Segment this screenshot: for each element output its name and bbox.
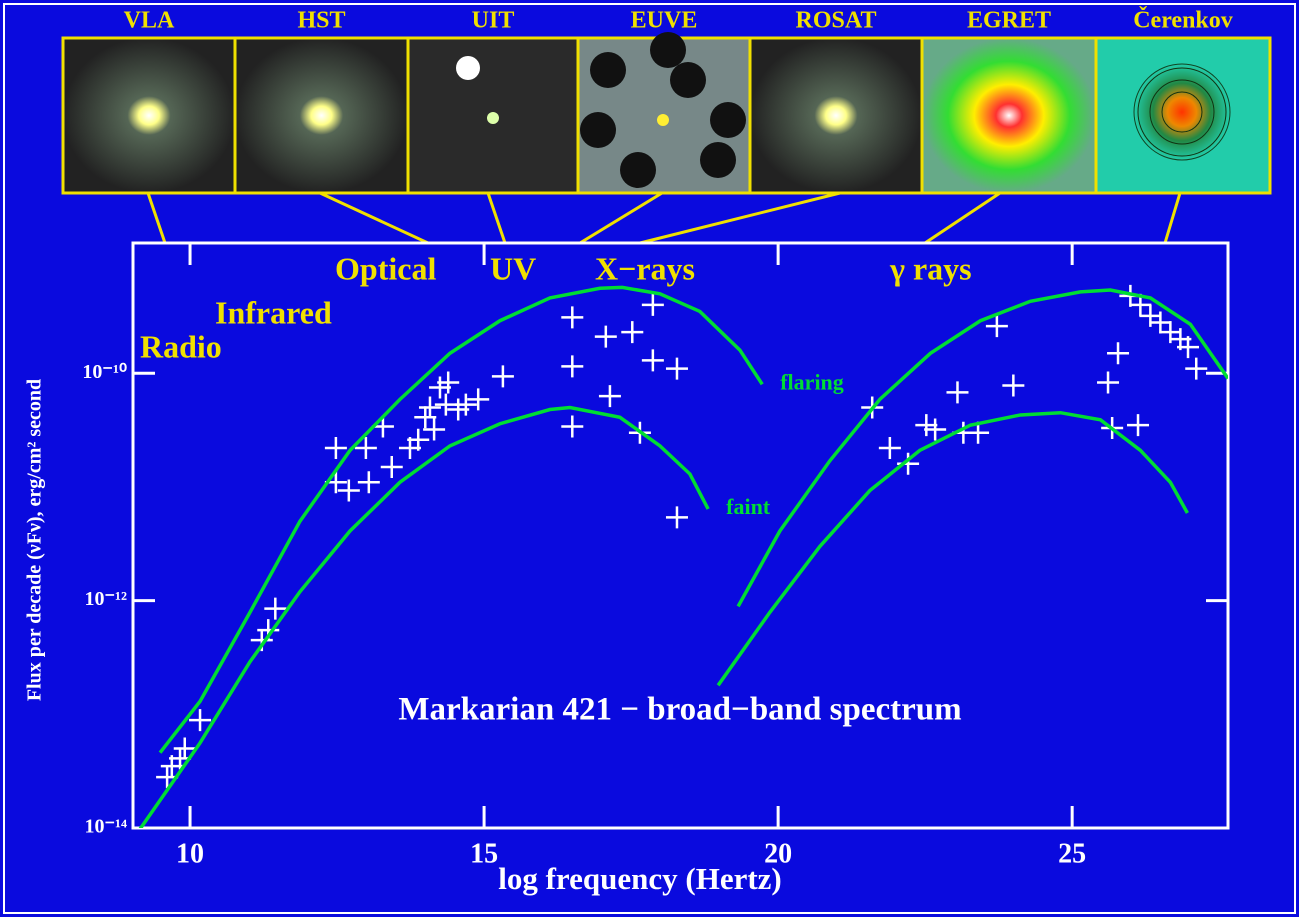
data-point <box>381 456 403 478</box>
x-axis-label: log frequency (Hertz) <box>498 861 782 896</box>
model-curve <box>140 408 708 829</box>
data-point <box>1097 371 1119 393</box>
connector <box>1165 193 1180 243</box>
instrument-panels <box>63 32 1270 193</box>
panel-image <box>63 38 235 193</box>
data-point <box>666 506 688 528</box>
model-curve <box>718 413 1187 686</box>
y-axis-label: Flux per decade (νFν), erg/cm² second <box>24 379 46 701</box>
y-tick-label: 10⁻¹² <box>84 588 127 610</box>
page: Markarian 421 − broad−band spectrum log … <box>0 0 1299 917</box>
connector <box>640 193 840 243</box>
data-point <box>561 416 583 438</box>
data-point <box>1002 375 1024 397</box>
data-point <box>561 306 583 328</box>
panel-label: EGRET <box>967 8 1051 34</box>
panel-blob <box>620 152 656 188</box>
panel-blob <box>670 62 706 98</box>
band-label: γ rays <box>889 250 972 286</box>
panel-label: HST <box>297 8 345 34</box>
data-point <box>358 471 380 493</box>
panel-contour <box>1134 64 1230 160</box>
band-label: UV <box>490 250 536 286</box>
data-point <box>666 358 688 380</box>
x-tick-label: 20 <box>764 838 792 869</box>
panel-label: UIT <box>472 8 515 34</box>
panel-blob <box>700 142 736 178</box>
x-tick-label: 15 <box>470 838 498 869</box>
panel-image <box>750 38 922 193</box>
panel-label: EUVE <box>631 8 698 34</box>
x-tick-label: 25 <box>1058 838 1086 869</box>
band-label: Radio <box>140 328 222 364</box>
panel-blob <box>710 102 746 138</box>
connector <box>320 193 428 243</box>
data-point <box>946 381 968 403</box>
data-point <box>642 349 664 371</box>
data-point <box>599 385 621 407</box>
panel-label: VLA <box>124 8 175 34</box>
connector <box>488 193 505 243</box>
data-point <box>595 326 617 348</box>
panel-image <box>235 38 408 193</box>
data-point <box>1107 342 1129 364</box>
connector <box>925 193 1000 243</box>
band-label: Optical <box>335 250 436 286</box>
x-tick-label: 10 <box>176 838 204 869</box>
chart-title: Markarian 421 − broad−band spectrum <box>398 692 961 728</box>
data-point <box>435 394 457 416</box>
connectors <box>148 193 1180 243</box>
data-point <box>1127 414 1149 436</box>
panel-blob <box>650 32 686 68</box>
data-point <box>467 388 489 410</box>
plot-frame <box>133 243 1228 828</box>
panel-spot <box>657 114 669 126</box>
data-point <box>1185 358 1207 380</box>
chart: Markarian 421 − broad−band spectrum log … <box>0 0 1299 917</box>
panel-blob <box>580 112 616 148</box>
panel-spot <box>487 112 499 124</box>
panel-label: ROSAT <box>796 8 877 34</box>
data-point <box>419 397 441 419</box>
y-tick-label: 10⁻¹⁴ <box>84 816 127 838</box>
data-point <box>492 365 514 387</box>
model-curve <box>160 287 762 752</box>
panel-spot <box>456 56 480 80</box>
y-tick-label: 10⁻¹⁰ <box>82 361 127 383</box>
data-point <box>642 294 664 316</box>
connector <box>148 193 165 243</box>
panel-image <box>922 38 1096 193</box>
data-point <box>879 437 901 459</box>
data-point <box>325 437 347 459</box>
panel-label: Čerenkov <box>1133 7 1233 34</box>
data-point <box>621 321 643 343</box>
band-label: X−rays <box>595 250 695 286</box>
panel-blob <box>590 52 626 88</box>
band-label: Infrared <box>215 294 332 330</box>
curve-label: faint <box>726 494 771 519</box>
curve-label: flaring <box>780 369 844 394</box>
data-point <box>561 355 583 377</box>
connector <box>580 193 662 243</box>
